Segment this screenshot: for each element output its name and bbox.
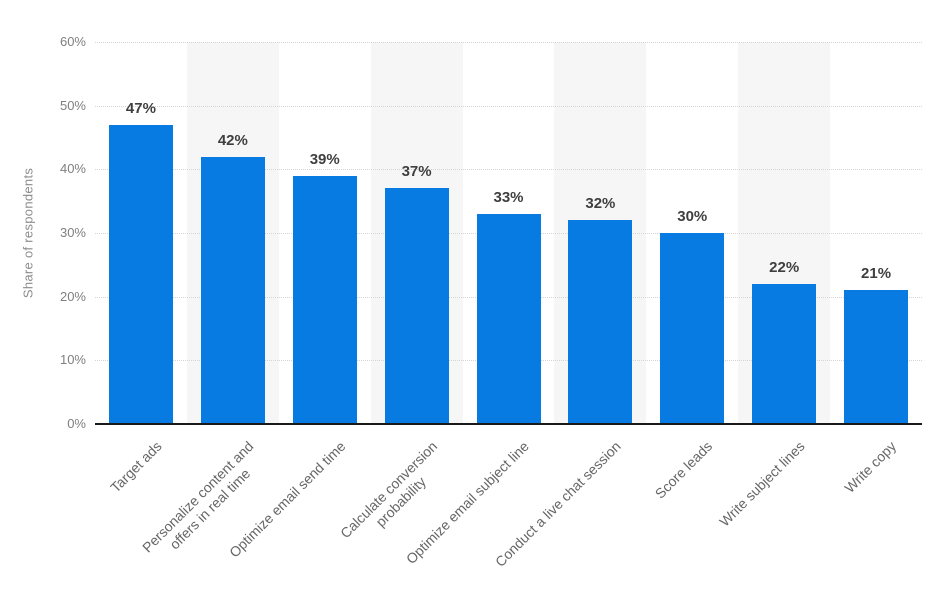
bar — [844, 290, 909, 424]
x-axis-category-label: Target ads — [106, 438, 165, 496]
bar — [476, 213, 541, 424]
bar — [200, 156, 265, 424]
y-axis-tick-label: 10% — [59, 352, 86, 368]
bar-value-label: 22% — [769, 258, 800, 276]
x-axis-category-label: Score leads — [651, 438, 716, 502]
bar-value-label: 39% — [309, 150, 340, 168]
bar — [384, 188, 449, 424]
bar — [568, 220, 633, 424]
gridline — [95, 42, 922, 43]
gridline — [95, 169, 922, 171]
y-axis-tick-label: 60% — [59, 34, 86, 49]
bar-value-label: 33% — [493, 188, 524, 206]
x-axis-category-label: Write copy — [841, 438, 900, 496]
bar-value-label: 37% — [401, 163, 432, 181]
y-axis-tick-label: 50% — [59, 97, 86, 113]
plot-area: 47% 42% 39% 37% 33% 32% 30% 22% 21% — [95, 42, 922, 425]
y-axis-tick-label: 40% — [59, 161, 86, 177]
bar-value-label: 30% — [677, 208, 708, 225]
bar-value-label: 21% — [861, 265, 892, 283]
y-axis-tick-label: 0% — [67, 416, 86, 431]
y-axis-tick-label: 30% — [59, 225, 86, 240]
bar — [108, 124, 173, 424]
bar — [660, 233, 725, 424]
bar-value-label: 42% — [217, 131, 248, 149]
bar-value-label: 32% — [585, 195, 616, 213]
y-axis-tick-label: 20% — [59, 288, 86, 304]
x-axis-line — [95, 423, 922, 425]
bar — [292, 175, 357, 424]
x-axis-category-label: Write subject lines — [716, 438, 808, 530]
gridline — [95, 105, 922, 107]
bar — [752, 283, 817, 424]
bar-value-label: 47% — [125, 99, 156, 117]
